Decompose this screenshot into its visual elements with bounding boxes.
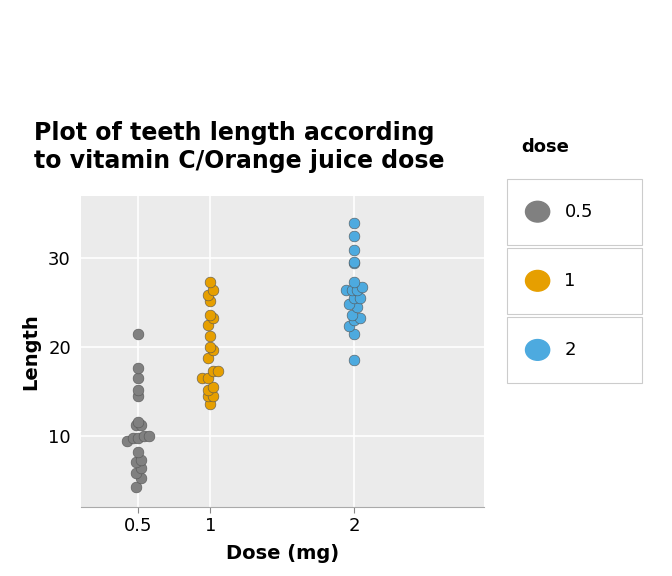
Text: 2: 2 xyxy=(564,341,576,359)
Point xyxy=(208,382,218,392)
Point xyxy=(349,219,360,228)
Point xyxy=(133,329,144,338)
Point xyxy=(208,345,218,354)
Point xyxy=(349,245,360,255)
Point xyxy=(136,455,146,464)
Point xyxy=(349,231,360,240)
Point xyxy=(197,373,208,382)
Point xyxy=(213,366,224,376)
Point xyxy=(130,458,141,467)
Point xyxy=(354,313,365,322)
Point xyxy=(133,363,144,373)
Point xyxy=(205,310,216,320)
Point xyxy=(130,468,141,478)
Point xyxy=(349,293,360,302)
Point xyxy=(208,286,218,295)
Point xyxy=(133,434,144,443)
Point xyxy=(202,291,213,300)
Text: 1: 1 xyxy=(564,272,576,290)
Point xyxy=(202,391,213,400)
Text: 0.5: 0.5 xyxy=(564,203,593,221)
Y-axis label: Length: Length xyxy=(21,313,40,390)
Point xyxy=(130,483,141,492)
Point xyxy=(133,391,144,400)
Point xyxy=(351,286,362,295)
Point xyxy=(136,474,146,483)
Point xyxy=(202,353,213,362)
Point xyxy=(208,366,218,376)
X-axis label: Dose (mg): Dose (mg) xyxy=(226,544,339,563)
Point xyxy=(133,373,144,382)
Point xyxy=(205,278,216,287)
Point xyxy=(133,385,144,394)
Point xyxy=(349,355,360,365)
Point xyxy=(138,431,149,441)
Point xyxy=(133,447,144,456)
Point xyxy=(341,286,351,295)
Point xyxy=(343,321,354,330)
Point xyxy=(349,329,360,338)
Point xyxy=(128,434,138,443)
Point xyxy=(202,385,213,394)
Point xyxy=(205,399,216,408)
Point xyxy=(136,463,146,472)
Point xyxy=(122,437,132,446)
Point xyxy=(144,431,155,441)
Point xyxy=(133,418,144,427)
Point xyxy=(357,283,368,292)
Point xyxy=(349,259,360,268)
Point xyxy=(349,316,360,325)
Point xyxy=(208,391,218,400)
Point xyxy=(208,313,218,322)
Point xyxy=(349,278,360,287)
Point xyxy=(343,300,354,309)
Point xyxy=(205,332,216,341)
Point xyxy=(349,258,360,267)
Point xyxy=(205,342,216,351)
Point xyxy=(202,320,213,329)
Point xyxy=(130,420,141,430)
Text: Plot of teeth length according
to vitamin C/Orange juice dose: Plot of teeth length according to vitami… xyxy=(34,121,444,173)
Point xyxy=(205,296,216,305)
Text: dose: dose xyxy=(521,138,569,156)
Point xyxy=(354,293,365,302)
Point xyxy=(346,286,357,295)
Point xyxy=(351,302,362,312)
Point xyxy=(346,310,357,320)
Point xyxy=(136,420,146,430)
Point xyxy=(202,373,213,382)
